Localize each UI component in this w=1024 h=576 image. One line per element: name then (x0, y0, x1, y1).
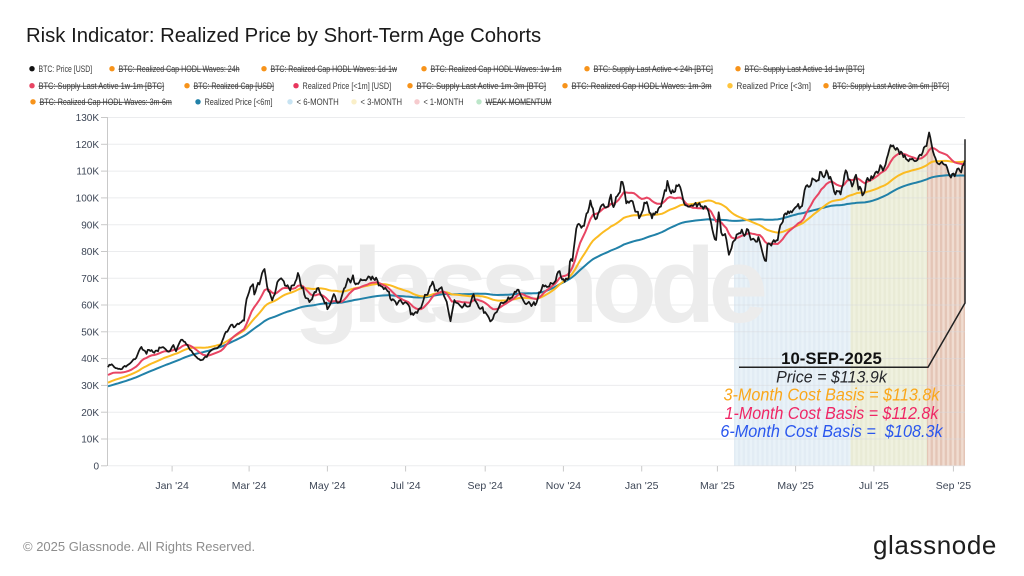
svg-text:Mar '25: Mar '25 (700, 480, 735, 492)
svg-text:Price = $113.9k: Price = $113.9k (776, 367, 888, 386)
svg-text:WEAK MOMENTUM: WEAK MOMENTUM (486, 97, 552, 107)
svg-text:30K: 30K (81, 381, 99, 392)
svg-text:BTC: Realized Cap HODL Waves:: BTC: Realized Cap HODL Waves: 3m-6m (40, 97, 172, 107)
svg-text:BTC: Supply Last Active 3m-6m: BTC: Supply Last Active 3m-6m [BTC] (833, 81, 950, 91)
svg-text:Realized Price [<3m]: Realized Price [<3m] (737, 81, 812, 91)
svg-text:1-Month Cost Basis = $112.8k: 1-Month Cost Basis = $112.8k (725, 403, 940, 423)
svg-text:BTC: Realized Cap HODL Waves:: BTC: Realized Cap HODL Waves: 24h (119, 64, 240, 74)
svg-text:80K: 80K (81, 247, 99, 258)
svg-text:BTC: Supply Last Active 1w-1m: BTC: Supply Last Active 1w-1m [BTC] (39, 81, 165, 91)
svg-text:May '25: May '25 (777, 480, 814, 492)
svg-text:Jul '24: Jul '24 (391, 480, 421, 492)
svg-text:10-SEP-2025: 10-SEP-2025 (781, 349, 882, 368)
svg-text:< 6-MONTH: < 6-MONTH (297, 97, 339, 107)
svg-text:Jan '25: Jan '25 (625, 480, 659, 492)
svg-text:BTC: Realized Cap [USD]: BTC: Realized Cap [USD] (194, 81, 274, 91)
svg-text:Sep '24: Sep '24 (468, 480, 503, 492)
svg-text:50K: 50K (81, 327, 99, 338)
svg-text:130K: 130K (76, 113, 100, 124)
svg-text:Jul '25: Jul '25 (859, 480, 889, 492)
svg-text:90K: 90K (81, 220, 99, 231)
svg-text:0: 0 (93, 461, 99, 472)
svg-text:BTC: Price [USD]: BTC: Price [USD] (39, 64, 93, 74)
svg-text:60K: 60K (81, 301, 99, 312)
svg-text:< 1-MONTH: < 1-MONTH (424, 97, 464, 107)
svg-text:glassnode: glassnode (873, 530, 997, 560)
svg-text:Realized Price [<1m] [USD]: Realized Price [<1m] [USD] (303, 81, 392, 91)
svg-text:BTC: Realized Cap HODL Waves:: BTC: Realized Cap HODL Waves: 1m-3m (572, 81, 712, 91)
svg-text:BTC: Realized Cap HODL Waves:: BTC: Realized Cap HODL Waves: 1d-1w (271, 64, 398, 74)
svg-text:BTC: Realized Cap HODL Waves:: BTC: Realized Cap HODL Waves: 1w-1m (431, 64, 562, 74)
svg-text:BTC: Supply Last Active 1d-1w: BTC: Supply Last Active 1d-1w [BTC] (745, 64, 865, 74)
svg-text:Jan '24: Jan '24 (155, 480, 189, 492)
svg-text:110K: 110K (76, 167, 99, 178)
svg-text:40K: 40K (81, 354, 99, 365)
svg-text:120K: 120K (76, 140, 100, 151)
svg-text:10K: 10K (81, 435, 99, 446)
svg-text:Realized Price [<6m]: Realized Price [<6m] (205, 97, 273, 107)
svg-text:6-Month Cost Basis = $108.3k: 6-Month Cost Basis = $108.3k (720, 421, 943, 441)
svg-text:70K: 70K (81, 274, 99, 285)
svg-text:Mar '24: Mar '24 (232, 480, 267, 492)
svg-text:< 3-MONTH: < 3-MONTH (361, 97, 403, 107)
svg-text:3-Month Cost Basis = $113.8k: 3-Month Cost Basis = $113.8k (724, 385, 941, 405)
svg-text:20K: 20K (81, 408, 99, 419)
svg-text:Sep '25: Sep '25 (936, 480, 971, 492)
svg-text:© 2025 Glassnode. All Rights R: © 2025 Glassnode. All Rights Reserved. (23, 539, 255, 554)
svg-text:Nov '24: Nov '24 (546, 480, 581, 492)
svg-text:BTC: Supply Last Active < 24h: BTC: Supply Last Active < 24h [BTC] (594, 64, 713, 74)
svg-text:100K: 100K (76, 194, 100, 205)
svg-text:BTC: Supply Last Active 1m-3m: BTC: Supply Last Active 1m-3m [BTC] (417, 81, 547, 91)
svg-text:Risk Indicator: Realized Price: Risk Indicator: Realized Price by Short-… (26, 25, 541, 47)
svg-text:May '24: May '24 (309, 480, 346, 492)
